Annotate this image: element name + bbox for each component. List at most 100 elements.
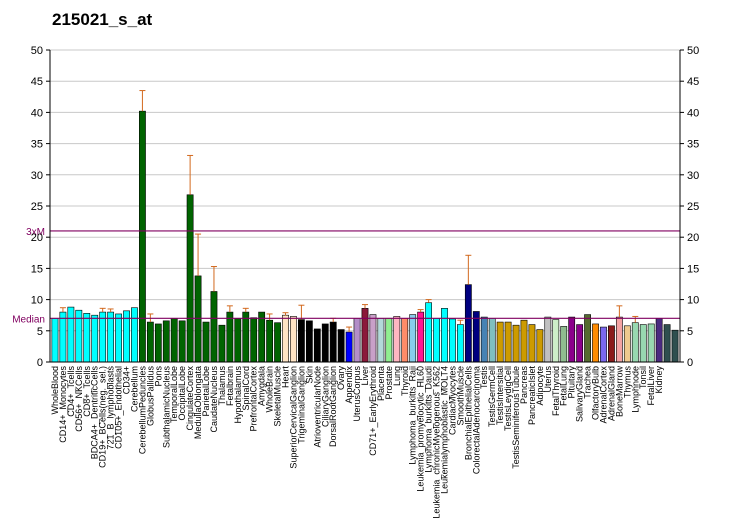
category-label: CD71+_EarlyErythroid: [368, 366, 378, 456]
category-label: CerebellumPeduncles: [137, 366, 147, 455]
bar: [472, 311, 480, 363]
category-label: PancreaticIslet: [527, 366, 537, 426]
axes: 0 0 5 5 10 10 15 15 20 20 25 25 30 30 35 35 40 40 45 45 50 50: [31, 45, 700, 369]
category-label: BoneMarrow: [614, 366, 624, 418]
bar: [305, 320, 313, 363]
category-label: Adipocyte: [535, 366, 545, 406]
bar: [671, 329, 679, 363]
y-tick-label-left: 45: [31, 76, 43, 88]
category-label: WholeBlood: [50, 366, 60, 415]
category-label: CingulateCortex: [185, 366, 195, 431]
category-label: Lung: [392, 366, 402, 386]
bar: [329, 321, 337, 363]
category-label: Tonsil: [638, 366, 648, 389]
y-tick-label-right: 15: [687, 263, 699, 275]
bar: [663, 324, 671, 363]
bar: [242, 311, 250, 363]
category-label: Prostate: [384, 366, 394, 400]
category-label: Pancreas: [519, 366, 529, 405]
y-tick-label-left: 10: [31, 295, 43, 307]
category-label: Hypothalamus: [233, 366, 243, 424]
bar: [655, 318, 663, 363]
bar: [393, 316, 401, 363]
category-label: TestisGermCell: [487, 366, 497, 427]
bar: [409, 314, 417, 363]
category-label: MedullaOblongata: [193, 366, 203, 439]
bar: [480, 316, 488, 363]
y-tick-label-right: 50: [687, 45, 699, 57]
bar: [266, 319, 274, 363]
category-label: CD4+_Tcells: [66, 366, 76, 417]
bar: [639, 324, 647, 363]
bar: [600, 326, 607, 363]
bar: [115, 313, 122, 363]
bar: [91, 314, 99, 363]
category-label: TestisLeydigCell: [503, 366, 513, 431]
y-tick-label-left: 20: [31, 232, 43, 244]
reference-lines: 3xM Median: [12, 227, 680, 325]
bar: [536, 329, 544, 363]
category-label: CD105+_Endothelial: [114, 366, 124, 449]
bar: [544, 316, 552, 363]
bar: [449, 318, 456, 363]
bar: [623, 325, 631, 363]
bar: [568, 316, 576, 363]
y-tick-label-left: 0: [37, 357, 43, 369]
category-label: FetalLung: [559, 366, 569, 406]
bar: [186, 194, 194, 363]
bar: [608, 325, 615, 363]
bar: [560, 326, 568, 363]
bar: [51, 318, 59, 363]
bar: [615, 316, 623, 363]
category-label: Lymphoma_burkitts_Raji: [408, 366, 418, 465]
bar: [353, 318, 361, 363]
bar: [218, 324, 226, 363]
bar: [584, 314, 591, 363]
bar: [139, 110, 146, 363]
category-label: AdrenalGland: [606, 366, 616, 421]
bar: [647, 323, 655, 363]
bars: [51, 90, 679, 363]
category-label: UterusCorpus: [352, 366, 362, 422]
bar: [274, 322, 281, 363]
category-label: TrigeminalGanglion: [296, 366, 306, 444]
category-label: Pituitary: [567, 366, 577, 399]
category-label: TestisSeminiferousTubule: [511, 366, 521, 469]
category-label: CD14+_Monocytes: [58, 366, 68, 443]
bar: [496, 321, 504, 363]
bar: [67, 306, 75, 363]
category-label: TestisIntersitial: [495, 366, 505, 425]
bar: [528, 324, 536, 363]
bar: [99, 311, 107, 363]
bar: [361, 308, 369, 363]
category-label: AtrioventricularNode: [312, 366, 322, 448]
category-label: SalivaryGland: [575, 366, 585, 422]
bar: [433, 318, 440, 363]
y-tick-label-right: 10: [687, 295, 699, 307]
bar: [631, 322, 639, 363]
bar: [456, 324, 464, 363]
category-label: SkeletalMuscle: [273, 366, 283, 427]
bar: [321, 323, 329, 363]
y-tick-label-right: 20: [687, 232, 699, 244]
reference-line-label: Median: [12, 314, 45, 325]
category-label: Lymphnode: [630, 366, 640, 413]
y-tick-label-right: 30: [687, 170, 699, 182]
bar: [592, 323, 599, 363]
category-label: CD34+: [122, 366, 132, 394]
category-label: OlfactoryBulb: [591, 366, 601, 420]
category-label: FetalLiver: [646, 366, 656, 406]
category-labels: WholeBloodCD14+_MonocytesCD4+_TcellsCD56…: [50, 366, 664, 519]
bar: [290, 316, 297, 363]
reference-line-label: 3xM: [26, 227, 45, 238]
category-label: Thymus: [622, 366, 632, 399]
bar: [520, 319, 528, 363]
bar: [83, 313, 91, 363]
y-tick-label-left: 50: [31, 45, 43, 57]
bar: [202, 321, 210, 363]
bar: [345, 331, 353, 363]
bar: [576, 324, 584, 363]
y-tick-label-left: 30: [31, 170, 43, 182]
bar: [59, 311, 67, 363]
bar: [282, 314, 289, 363]
